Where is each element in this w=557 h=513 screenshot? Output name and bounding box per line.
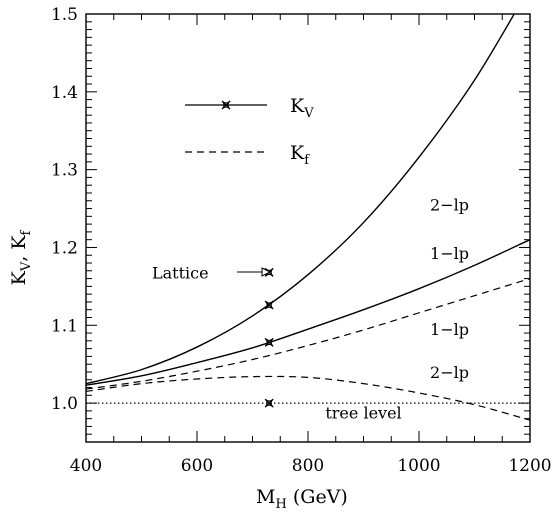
annotations: 2−lp 1−lp 1−lp 2−lp tree level (325, 196, 469, 423)
series-kf-1-lp-line (86, 278, 530, 390)
y-tick-label: 1.4 (51, 83, 78, 103)
legend-kv-label: KV (290, 95, 314, 121)
curve-annotation: tree level (325, 403, 401, 422)
x-tick-label: 400 (70, 456, 102, 476)
legend-kf-label: Kf (290, 142, 310, 168)
legend: KV Kf (185, 95, 314, 168)
markers: Lattice (152, 263, 274, 408)
x-tick-label: 1200 (508, 456, 551, 476)
x-axis-title: MH (GeV) (256, 486, 348, 512)
legend-marker (221, 100, 231, 110)
y-tick-label: 1.3 (51, 161, 78, 181)
lattice-arrow (237, 267, 272, 277)
y-tick-label: 1.0 (51, 394, 78, 414)
x-tick-label: 600 (181, 456, 213, 476)
x-tick-label: 1000 (397, 456, 440, 476)
legend-star-marker (221, 100, 231, 110)
curve-annotation: 2−lp (430, 196, 469, 215)
data-marker (264, 300, 274, 310)
curve-annotation: 1−lp (430, 244, 469, 263)
data-marker (264, 338, 274, 347)
series-kv-2-lp-line (86, 14, 516, 385)
axis-ticks (85, 13, 531, 443)
series-kv-1-lp-line (86, 239, 530, 386)
y-tick-label: 1.2 (51, 238, 78, 258)
curve-annotation: 2−lp (430, 363, 469, 382)
x-tick-label: 800 (292, 456, 324, 476)
y-tick-label: 1.5 (51, 5, 78, 25)
tick-labels: 400 600 800 1000 1200 1.0 1.1 1.2 1.3 1.4 1.5 (51, 5, 552, 476)
curve-annotation: 1−lp (430, 320, 469, 339)
series-kf-2-lp-line (86, 375, 530, 421)
lattice-label: Lattice (152, 263, 209, 282)
curves (86, 14, 530, 421)
y-axis-title: KV, Kf (8, 229, 34, 285)
y-tick-label: 1.1 (51, 316, 78, 336)
